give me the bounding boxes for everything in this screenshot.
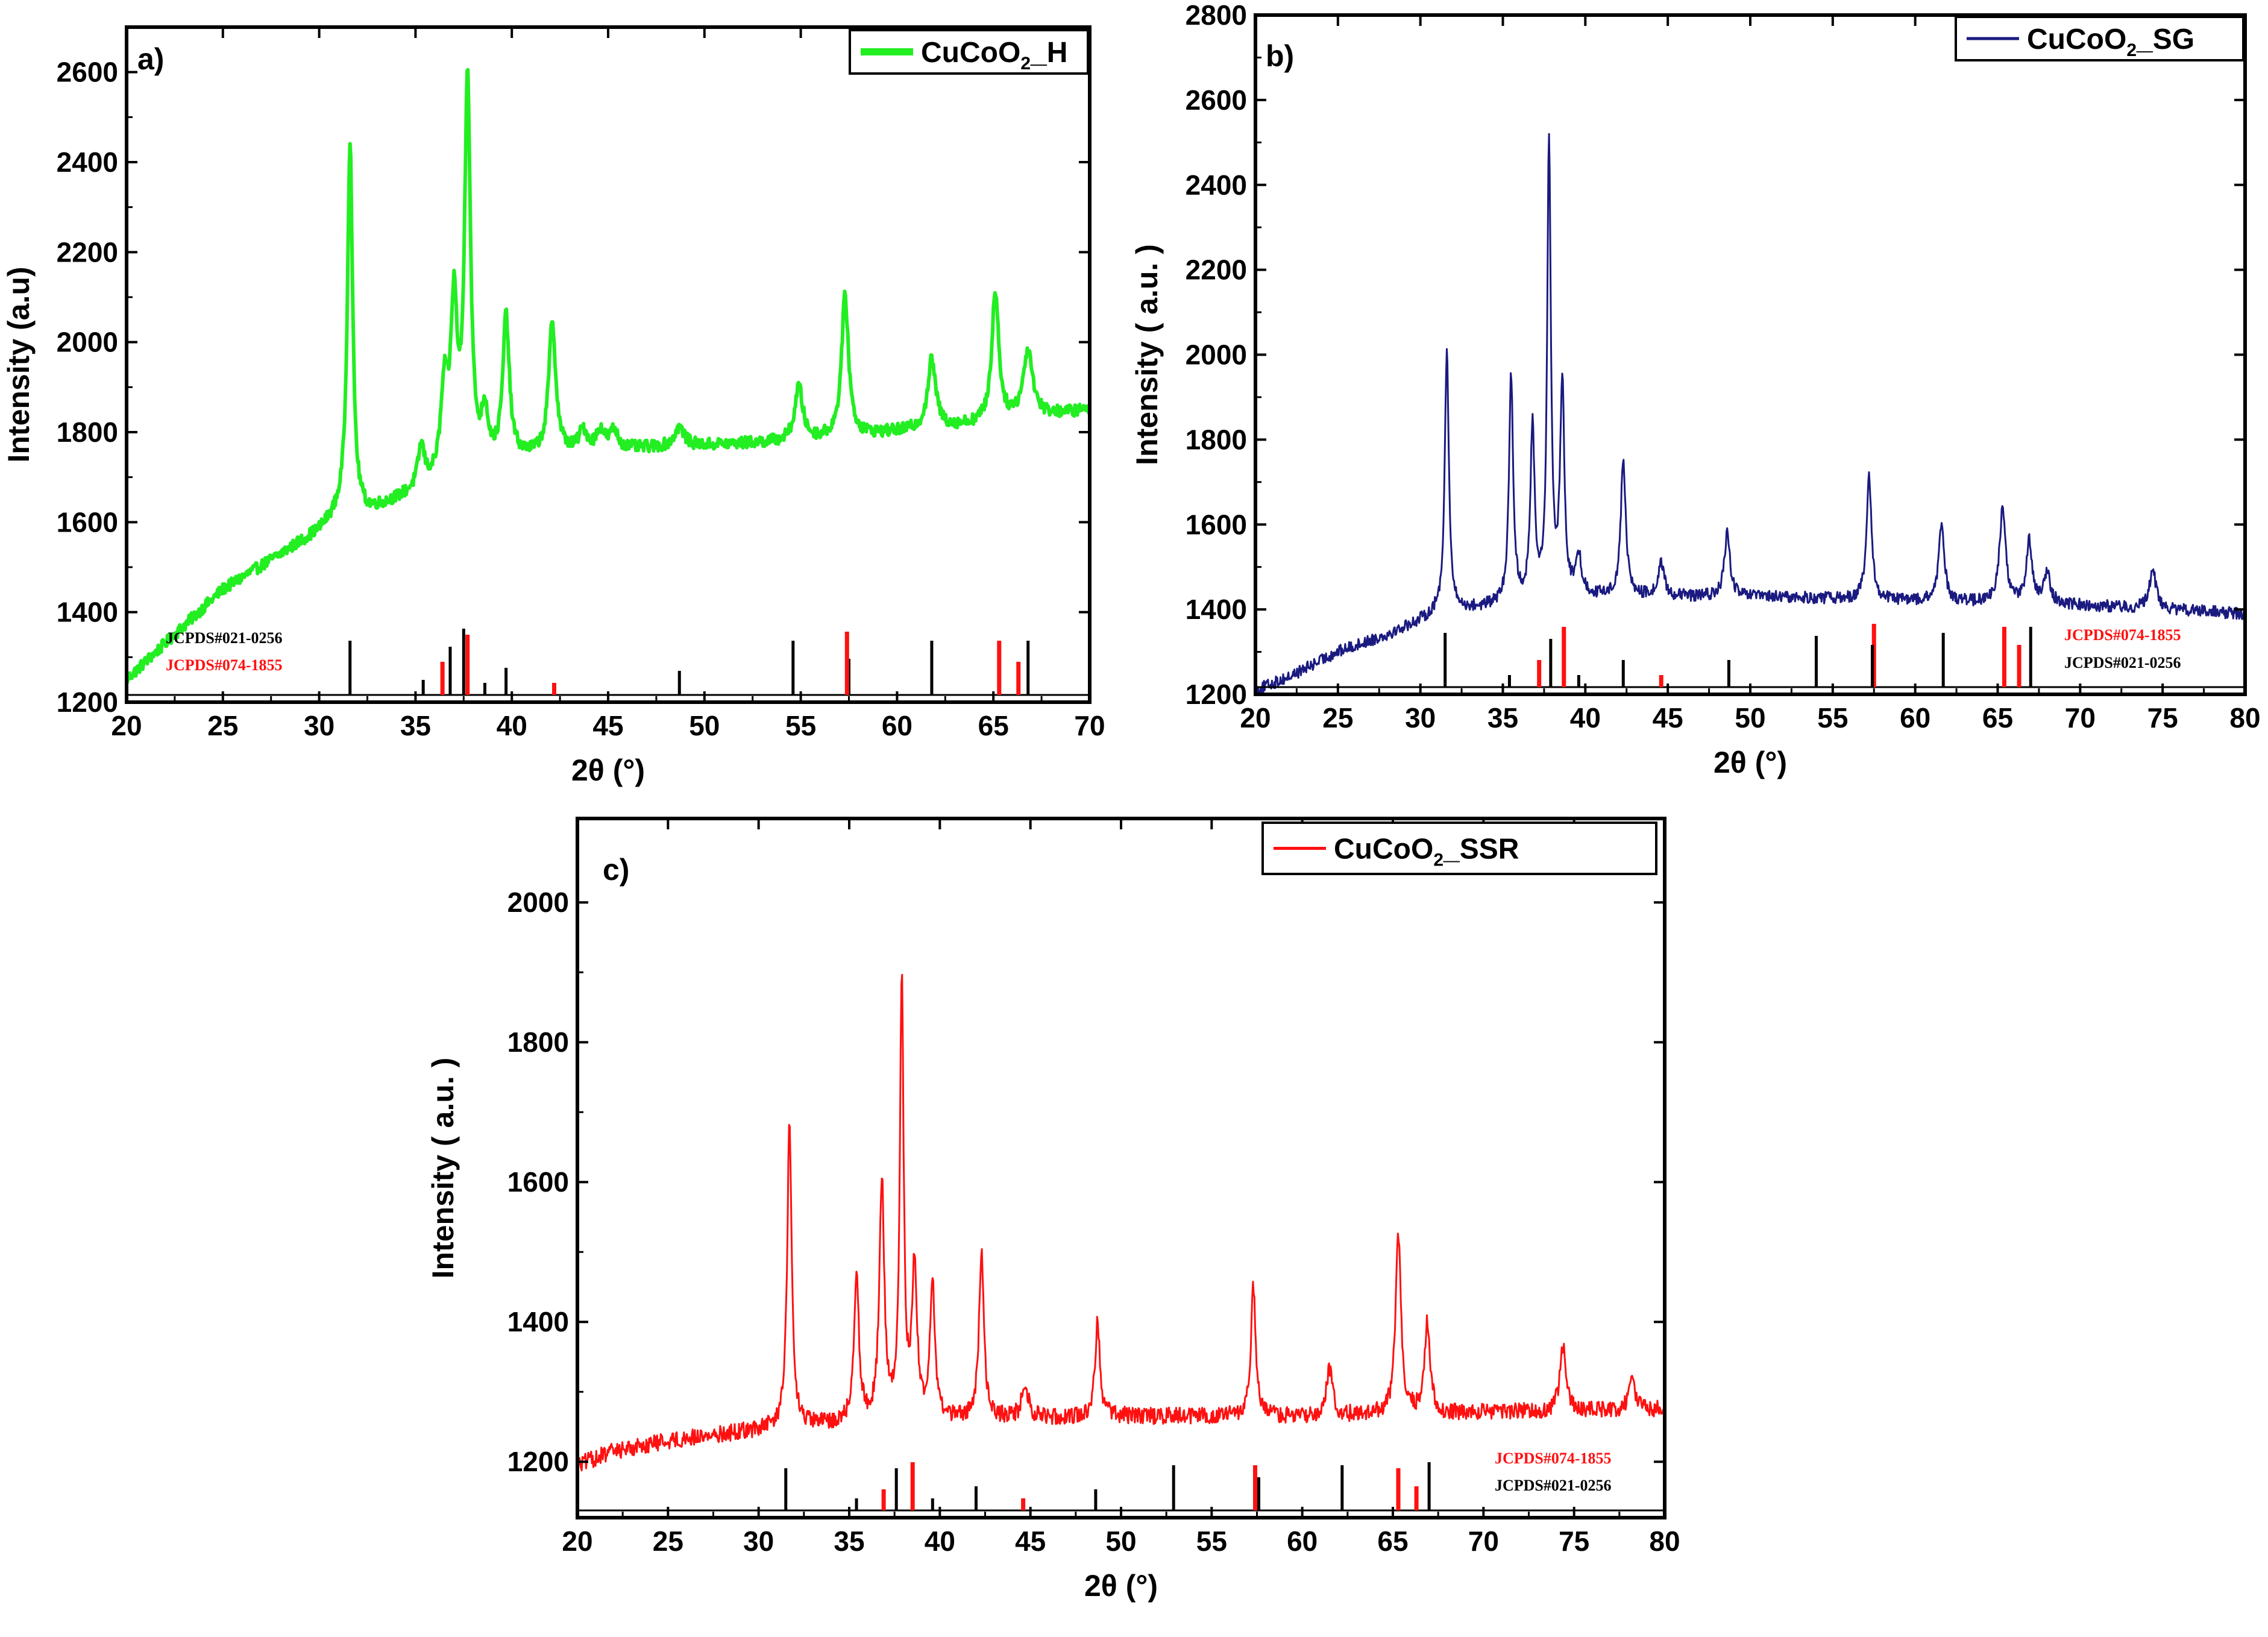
series-line-CuCoO2_SG bbox=[1254, 133, 2246, 696]
x-tick-label: 60 bbox=[1287, 1525, 1318, 1557]
x-tick-label: 50 bbox=[1735, 702, 1765, 734]
y-tick-label: 1800 bbox=[57, 416, 118, 448]
x-tick-label: 65 bbox=[978, 710, 1009, 741]
x-tick-label: 35 bbox=[834, 1525, 864, 1557]
y-tick-label: 1400 bbox=[57, 597, 118, 628]
x-tick-label: 45 bbox=[1015, 1525, 1046, 1557]
series-line-CuCoO2_SSR bbox=[576, 973, 1666, 1472]
x-tick-label: 25 bbox=[1322, 702, 1353, 734]
y-tick-label: 1400 bbox=[1186, 594, 1247, 625]
y-tick-label: 2000 bbox=[507, 887, 569, 918]
x-tick-label: 30 bbox=[304, 710, 335, 741]
x-tick-label: 40 bbox=[925, 1525, 955, 1557]
reference-label: JCPDS#074-1855 bbox=[2064, 626, 2181, 644]
x-axis-title: 2θ (°) bbox=[571, 753, 645, 787]
x-axis-title: 2θ (°) bbox=[1714, 746, 1787, 779]
panel-c-chart: JCPDS#074-1855 JCPDS#021-0256 20 25 30 35 40 45… bbox=[426, 817, 1680, 1603]
legend: CuCoO2_H bbox=[849, 29, 1089, 75]
x-axis-title: 2θ (°) bbox=[1084, 1569, 1158, 1603]
y-tick-label: 1600 bbox=[1186, 509, 1247, 540]
legend-label: CuCoO2_SG bbox=[2027, 24, 2194, 60]
y-tick-label: 2000 bbox=[57, 327, 118, 358]
y-tick-label: 2600 bbox=[57, 57, 118, 88]
x-tick-label: 75 bbox=[2147, 702, 2178, 734]
y-tick-label: 2600 bbox=[1186, 84, 1247, 116]
y-tick-label: 1400 bbox=[507, 1306, 569, 1337]
x-tick-label: 70 bbox=[1074, 710, 1105, 741]
legend-label: CuCoO2_SSR bbox=[1334, 834, 1519, 870]
panel-a-chart: JCPDS#021-0256 JCPDS#074-1855 20 25 30 35 40 45… bbox=[2, 25, 1105, 787]
reference-label: JCPDS#021-0256 bbox=[1495, 1477, 1612, 1494]
y-tick-label: 2400 bbox=[57, 146, 118, 178]
y-tick-label: 2200 bbox=[1186, 254, 1247, 286]
reference-label: JCPDS#074-1855 bbox=[1495, 1450, 1612, 1467]
reference-label: JCPDS#021-0256 bbox=[2064, 654, 2181, 671]
legend: CuCoO2_SSR bbox=[1261, 822, 1657, 875]
x-tick-label: 70 bbox=[2065, 702, 2096, 734]
x-tick-label: 65 bbox=[1982, 702, 2013, 734]
y-tick-label: 1800 bbox=[1186, 424, 1247, 455]
panel-tag: a) bbox=[137, 42, 164, 76]
y-tick-label: 2400 bbox=[1186, 169, 1247, 201]
y-tick-label: 2200 bbox=[57, 236, 118, 268]
y-tick-label: 1600 bbox=[507, 1166, 569, 1198]
x-tick-label: 25 bbox=[207, 710, 238, 741]
y-tick-label: 1600 bbox=[57, 506, 118, 538]
y-tick-label: 1200 bbox=[507, 1446, 569, 1477]
y-tick-label: 2000 bbox=[1186, 339, 1247, 371]
x-tick-label: 30 bbox=[1405, 702, 1436, 734]
x-tick-label: 55 bbox=[1817, 702, 1848, 734]
reference-label: JCPDS#074-1855 bbox=[166, 656, 283, 674]
x-tick-label: 60 bbox=[882, 710, 913, 741]
x-tick-label: 45 bbox=[592, 710, 623, 741]
x-tick-label: 20 bbox=[562, 1525, 592, 1557]
y-tick-label: 1200 bbox=[57, 687, 118, 718]
panel-tag: c) bbox=[603, 853, 629, 887]
y-axis-title: Intensity ( a.u. ) bbox=[426, 1058, 460, 1279]
x-tick-label: 45 bbox=[1653, 702, 1683, 734]
x-tick-label: 50 bbox=[689, 710, 720, 741]
x-tick-label: 50 bbox=[1105, 1525, 1136, 1557]
x-tick-label: 20 bbox=[111, 710, 142, 741]
series-line-CuCoO2_H bbox=[125, 68, 1091, 684]
reference-label: JCPDS#021-0256 bbox=[166, 629, 283, 647]
x-tick-label: 35 bbox=[400, 710, 431, 741]
legend: CuCoO2_SG bbox=[1955, 16, 2244, 61]
x-tick-label: 40 bbox=[497, 710, 527, 741]
y-tick-label: 2800 bbox=[1186, 0, 1247, 31]
x-tick-label: 75 bbox=[1559, 1525, 1589, 1557]
legend-label: CuCoO2_H bbox=[921, 37, 1067, 74]
y-axis-title: Intensity (a.u) bbox=[2, 266, 36, 462]
y-tick-label: 1800 bbox=[507, 1026, 569, 1058]
x-tick-label: 25 bbox=[653, 1525, 683, 1557]
legend-box bbox=[1261, 822, 1657, 875]
x-tick-label: 80 bbox=[2229, 702, 2260, 734]
x-tick-label: 80 bbox=[1649, 1525, 1680, 1557]
x-tick-label: 65 bbox=[1377, 1525, 1408, 1557]
x-tick-label: 35 bbox=[1487, 702, 1518, 734]
panel-tag: b) bbox=[1266, 39, 1294, 73]
y-axis-title: Intensity ( a.u. ) bbox=[1130, 244, 1164, 465]
x-tick-label: 55 bbox=[785, 710, 816, 741]
x-tick-label: 60 bbox=[1900, 702, 1930, 734]
x-tick-label: 70 bbox=[1468, 1525, 1499, 1557]
panel-b-chart: JCPDS#074-1855 JCPDS#021-0256 20 25 30 35 40 45… bbox=[1130, 0, 2261, 779]
x-tick-label: 20 bbox=[1240, 702, 1271, 734]
x-tick-label: 40 bbox=[1570, 702, 1601, 734]
x-tick-label: 30 bbox=[743, 1525, 774, 1557]
y-tick-label: 1200 bbox=[1186, 679, 1247, 710]
x-tick-label: 55 bbox=[1196, 1525, 1227, 1557]
